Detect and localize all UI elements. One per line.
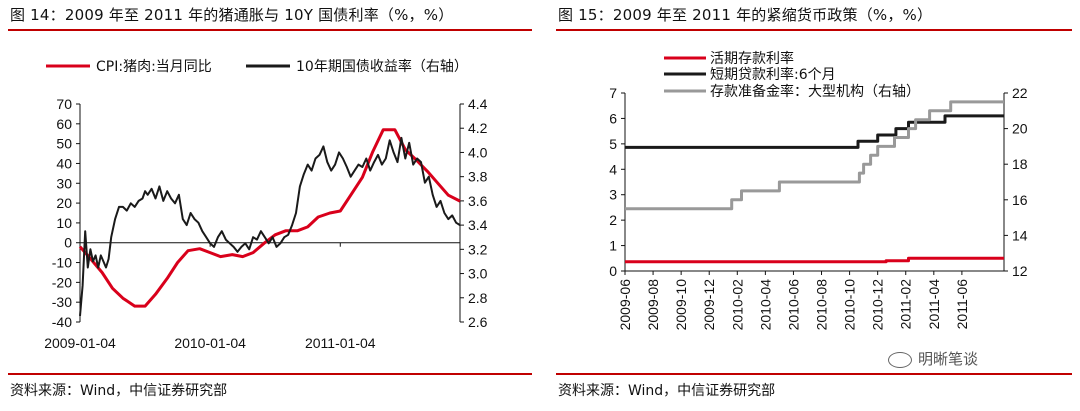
y-tick-label: 4 [609,161,617,177]
x-tick-label: 2009-10 [673,279,689,331]
y-tick-label: 5 [609,136,617,152]
y-tick-label: 10 [56,215,72,231]
y2-tick-label: 14 [1012,227,1028,243]
legend-label: 10年期国债收益率（右轴） [296,58,468,75]
y-tick-label: 3 [609,187,617,203]
y2-tick-label: 3.6 [468,193,488,209]
y-tick-label: 7 [609,85,617,101]
series-line [625,100,1004,211]
y2-tick-label: 4.2 [468,120,488,136]
y-tick-label: -20 [52,274,72,290]
figure-15-title: 图 15：2009 年至 2011 年的紧缩货币政策（%，%） [558,6,933,24]
series-line [78,128,461,308]
y-tick-label: 0 [64,235,72,251]
legend-label: 存款准备金率：大型机构（右轴） [710,83,920,100]
x-tick-label: 2011-01-04 [305,335,376,351]
y-tick-label: 1 [609,238,617,254]
wechat-icon [888,351,912,368]
x-tick-label: 2010-06 [785,279,801,331]
x-tick-label: 2010-08 [814,279,830,331]
y2-tick-label: 2.8 [468,290,488,306]
y-tick-label: -30 [52,294,72,310]
y-tick-label: 70 [56,96,72,112]
figure-14-chart: -40 -30 -20 -10 0 10 20 30 40 50 60 70 2.6 2.8 3.0 3.2 3… [44,58,488,351]
y2-tick-label: 3.8 [468,169,488,185]
y2-tick-label: 3.4 [468,217,488,233]
legend-label: 短期贷款利率:6个月 [710,66,836,83]
y-tick-label: 20 [56,195,72,211]
y2-tick-label: 4.4 [468,96,488,112]
y-tick-label: -40 [52,314,72,330]
y2-tick-label: 12 [1012,263,1028,279]
x-tick-label: 2010-01-04 [174,335,246,351]
watermark-text: 明晰笔谈 [918,350,979,368]
y-tick-label: 0 [609,263,617,279]
y2-tick-label: 16 [1012,192,1028,208]
y-tick-label: 60 [56,116,72,132]
x-tick-label: 2011-06 [954,279,970,330]
y-tick-label: 40 [56,155,72,171]
y-tick-label: -10 [52,255,72,271]
source-rule [8,373,532,375]
y2-tick-label: 2.6 [468,314,488,330]
y2-tick-label: 3.0 [468,266,488,282]
x-tick-label: 2010-10 [842,279,858,331]
legend-label: CPI:猪肉:当月同比 [96,59,212,75]
y2-tick-label: 18 [1012,156,1028,172]
y2-tick-label: 22 [1012,85,1028,101]
x-tick-label: 2009-01-04 [44,335,116,351]
x-tick-label: 2011-04 [926,279,942,330]
y2-tick-label: 3.2 [468,241,488,257]
x-tick-label: 2009-08 [645,279,661,331]
figure-14-panel: 图 14：2009 年至 2011 年的猪通胀与 10Y 国债利率（%，%） -… [8,6,532,399]
series-line [79,136,461,316]
source-rule [556,373,1072,375]
figure-14-source: 资料来源：Wind，中信证券研究部 [10,383,228,399]
title-rule [8,29,532,31]
figure-14-title: 图 14：2009 年至 2011 年的猪通胀与 10Y 国债利率（%，%） [10,6,454,24]
y2-tick-label: 20 [1012,121,1028,137]
y-tick-label: 6 [609,110,617,126]
x-tick-label: 2010-02 [729,279,745,331]
y-tick-label: 30 [56,175,72,191]
y-tick-label: 50 [56,136,72,152]
x-tick-label: 2010-12 [870,279,886,331]
series-line [625,114,1004,149]
series-line [625,256,1004,264]
legend-label: 活期存款利率 [710,50,794,67]
title-rule [556,29,1072,31]
watermark: 明晰笔谈 [888,348,978,369]
figure-15-source: 资料来源：Wind，中信证券研究部 [558,383,776,399]
x-tick-label: 2009-12 [701,279,717,331]
y2-tick-label: 4.0 [468,144,488,160]
x-tick-label: 2010-04 [757,279,773,331]
y-tick-label: 2 [609,212,617,228]
x-tick-label: 2011-02 [898,279,914,330]
x-tick-label: 2009-06 [617,279,633,331]
